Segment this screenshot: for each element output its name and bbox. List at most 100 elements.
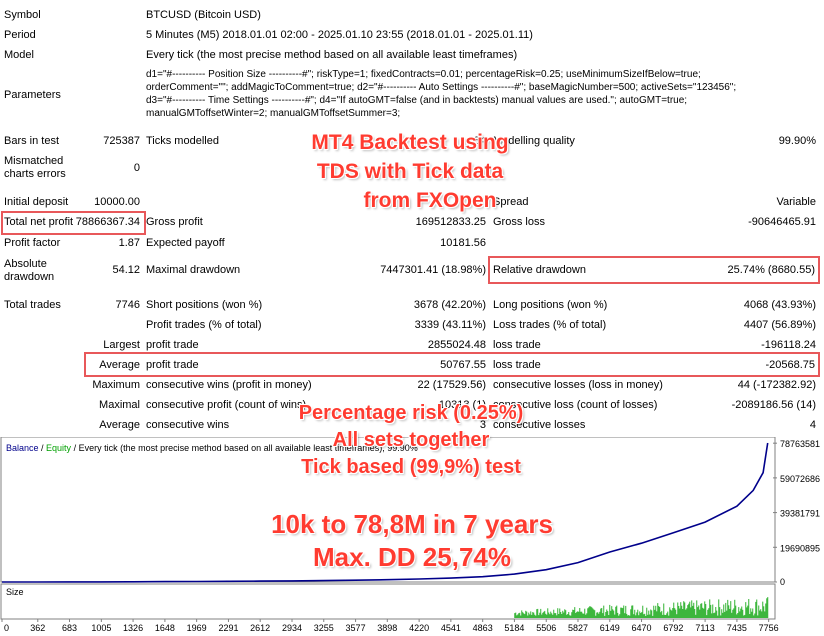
volume-bar <box>553 609 555 618</box>
volume-bar <box>723 604 725 618</box>
volume-bar <box>648 610 650 618</box>
largest-loss-value: -196118.24 <box>761 339 816 351</box>
volume-bar <box>609 604 611 618</box>
maximal-loss-label: consecutive loss (count of losses) <box>493 399 658 411</box>
x-tick-label: 4220 <box>409 623 429 633</box>
volume-bar <box>584 608 586 618</box>
volume-bar <box>671 610 673 618</box>
volume-bar <box>655 605 657 618</box>
volume-bar <box>579 608 581 618</box>
x-tick-label: 3255 <box>314 623 334 633</box>
volume-bar <box>711 613 713 618</box>
volume-bar <box>646 607 648 618</box>
volume-bar <box>760 609 762 618</box>
volume-bar <box>739 611 741 618</box>
volume-bar <box>632 605 634 618</box>
volume-bar <box>623 605 625 618</box>
volume-bar <box>759 610 761 618</box>
volume-bar <box>659 607 661 618</box>
volume-bar <box>716 610 718 618</box>
mismatch-value: 0 <box>133 162 140 174</box>
volume-bar <box>767 597 769 618</box>
maximal-drawdown-label: Maximal drawdown <box>146 264 241 276</box>
volume-bar <box>550 611 552 618</box>
volume-bar <box>630 609 632 618</box>
total-trades-value: 7746 <box>115 299 140 311</box>
volume-bar <box>663 603 665 618</box>
volume-bar <box>574 607 576 618</box>
x-tick-label: 4863 <box>473 623 493 633</box>
volume-bar <box>606 609 608 618</box>
volume-bar <box>742 609 744 618</box>
chart-legend: Balance / Equity / Every tick (the most … <box>6 443 418 453</box>
legend-equity: Equity <box>46 443 72 453</box>
net-profit-value: 78866367.34 <box>75 216 140 228</box>
volume-bar <box>660 612 662 618</box>
volume-bar <box>564 609 566 618</box>
overlay-result: 10k to 78,8M in 7 years Max. DD 25,74% <box>271 509 553 572</box>
volume-bar <box>684 602 686 618</box>
volume-bar <box>765 603 767 618</box>
average-loss-value: -20568.75 <box>765 359 815 371</box>
volume-bar <box>588 607 590 618</box>
volume-bar <box>540 608 542 618</box>
volume-bar <box>707 609 709 618</box>
x-tick-label: 7113 <box>695 623 714 633</box>
volume-bar <box>712 604 714 618</box>
volume-bar <box>558 614 560 618</box>
volume-bar <box>729 608 731 618</box>
volume-bar <box>535 615 537 618</box>
volume-bar <box>582 613 584 618</box>
volume-bar <box>647 614 649 618</box>
balance-chart: 78763581 59072686 39381791 19690895 0 0 362 68… <box>0 436 820 633</box>
expected-payoff-label: Expected payoff <box>146 237 225 249</box>
volume-bar <box>562 610 564 618</box>
volume-bar <box>715 607 717 618</box>
volume-bar <box>751 611 753 618</box>
parameters-label: Parameters <box>4 89 61 101</box>
volume-bar <box>702 607 704 618</box>
volume-bar <box>542 612 544 618</box>
volume-bar <box>568 612 570 618</box>
period-value: 5 Minutes (M5) 2018.01.01 02:00 - 2025.0… <box>146 29 533 41</box>
loss-trades-value: 4407 (56.89%) <box>743 319 816 331</box>
absolute-drawdown-label: Absolute drawdown <box>4 258 55 283</box>
volume-label: Size <box>6 587 24 597</box>
maximal-profit-value: 10313 (1) <box>438 399 486 411</box>
volume-bar <box>694 609 696 618</box>
volume-bar <box>580 611 582 618</box>
volume-bar <box>613 610 615 618</box>
volume-bar <box>537 608 539 618</box>
balance-chart-panel: 78763581 59072686 39381791 19690895 0 0 362 68… <box>0 436 824 633</box>
volume-bar <box>666 613 668 618</box>
maximal-drawdown-value: 7447301.41 (18.98%) <box>380 264 486 276</box>
net-profit-highlight <box>1 211 146 235</box>
volume-bar <box>525 610 527 618</box>
volume-bar <box>698 605 700 618</box>
volume-bar <box>730 601 732 618</box>
gross-profit-value: 169512833.25 <box>415 216 486 228</box>
volume-bar <box>713 613 715 618</box>
y-tick-label: 78763581 <box>780 439 820 449</box>
volume-bar <box>608 615 610 618</box>
model-label: Model <box>4 49 34 61</box>
symbol-value: BTCUSD (Bitcoin USD) <box>146 9 261 21</box>
volume-bar <box>670 609 672 618</box>
volume-bar <box>718 599 720 618</box>
average-trade-highlight <box>84 352 820 377</box>
avg-cons-label: Average <box>99 419 140 431</box>
volume-bar <box>701 603 703 618</box>
max-cons-losses-value: 44 (-172382.92) <box>737 379 816 391</box>
volume-bar <box>641 612 643 618</box>
volume-bar <box>720 615 722 618</box>
volume-bar <box>741 606 743 618</box>
bars-label: Bars in test <box>4 135 60 147</box>
volume-bar <box>555 613 557 618</box>
volume-bar <box>516 615 518 618</box>
volume-bar <box>650 609 652 618</box>
volume-bar <box>612 609 614 618</box>
volume-bar <box>572 609 574 618</box>
volume-bar <box>683 601 685 618</box>
volume-bar <box>678 606 680 618</box>
volume-bar <box>734 599 736 618</box>
